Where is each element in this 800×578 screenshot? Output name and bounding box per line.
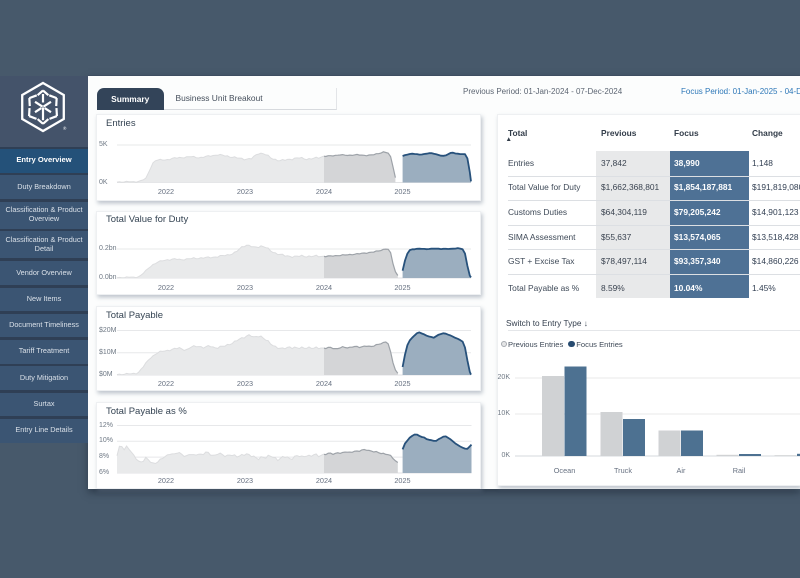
svg-text:®: ® (63, 125, 67, 131)
